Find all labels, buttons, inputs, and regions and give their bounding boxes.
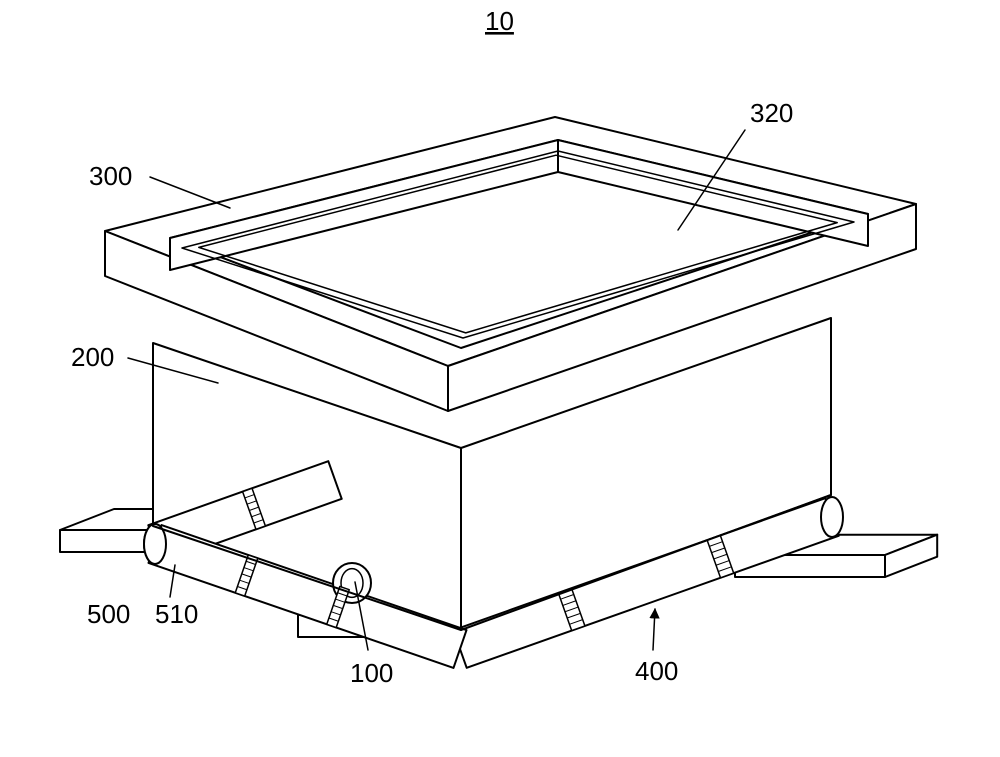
svg-text:200: 200 — [71, 342, 114, 372]
svg-text:100: 100 — [350, 658, 393, 688]
svg-text:320: 320 — [750, 98, 793, 128]
svg-text:510: 510 — [155, 599, 198, 629]
svg-text:300: 300 — [89, 161, 132, 191]
svg-text:10: 10 — [485, 6, 514, 36]
svg-text:400: 400 — [635, 656, 678, 686]
svg-text:500: 500 — [87, 599, 130, 629]
